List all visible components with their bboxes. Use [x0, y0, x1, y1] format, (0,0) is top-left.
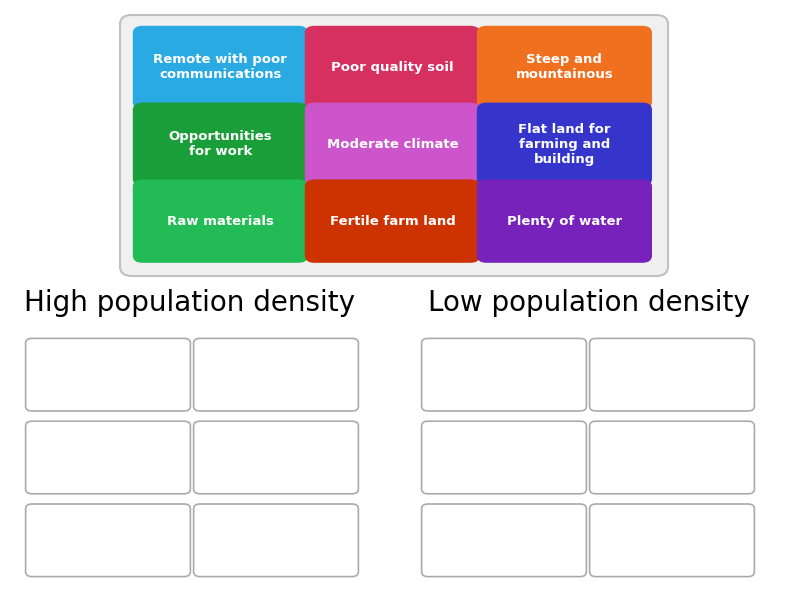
FancyBboxPatch shape: [590, 421, 754, 494]
FancyBboxPatch shape: [133, 103, 308, 186]
FancyBboxPatch shape: [26, 338, 190, 411]
FancyBboxPatch shape: [590, 504, 754, 577]
Text: Flat land for
farming and
building: Flat land for farming and building: [518, 123, 610, 166]
FancyBboxPatch shape: [305, 179, 480, 263]
FancyBboxPatch shape: [194, 421, 358, 494]
FancyBboxPatch shape: [305, 103, 480, 186]
FancyBboxPatch shape: [26, 421, 190, 494]
FancyBboxPatch shape: [305, 26, 480, 109]
FancyBboxPatch shape: [477, 103, 652, 186]
FancyBboxPatch shape: [26, 504, 190, 577]
Text: Steep and
mountainous: Steep and mountainous: [515, 53, 614, 82]
FancyBboxPatch shape: [133, 26, 308, 109]
Text: Fertile farm land: Fertile farm land: [330, 215, 455, 227]
Text: High population density: High population density: [24, 289, 355, 317]
Text: Plenty of water: Plenty of water: [507, 215, 622, 227]
FancyBboxPatch shape: [477, 26, 652, 109]
Text: Opportunities
for work: Opportunities for work: [169, 130, 272, 158]
FancyBboxPatch shape: [422, 504, 586, 577]
Text: Low population density: Low population density: [428, 289, 750, 317]
FancyBboxPatch shape: [194, 504, 358, 577]
Text: Poor quality soil: Poor quality soil: [331, 61, 454, 74]
Text: Moderate climate: Moderate climate: [326, 138, 458, 151]
FancyBboxPatch shape: [194, 338, 358, 411]
FancyBboxPatch shape: [477, 179, 652, 263]
FancyBboxPatch shape: [422, 338, 586, 411]
FancyBboxPatch shape: [422, 421, 586, 494]
FancyBboxPatch shape: [590, 338, 754, 411]
Text: Raw materials: Raw materials: [167, 215, 274, 227]
Text: Remote with poor
communications: Remote with poor communications: [154, 53, 287, 82]
FancyBboxPatch shape: [133, 179, 308, 263]
FancyBboxPatch shape: [120, 15, 668, 276]
